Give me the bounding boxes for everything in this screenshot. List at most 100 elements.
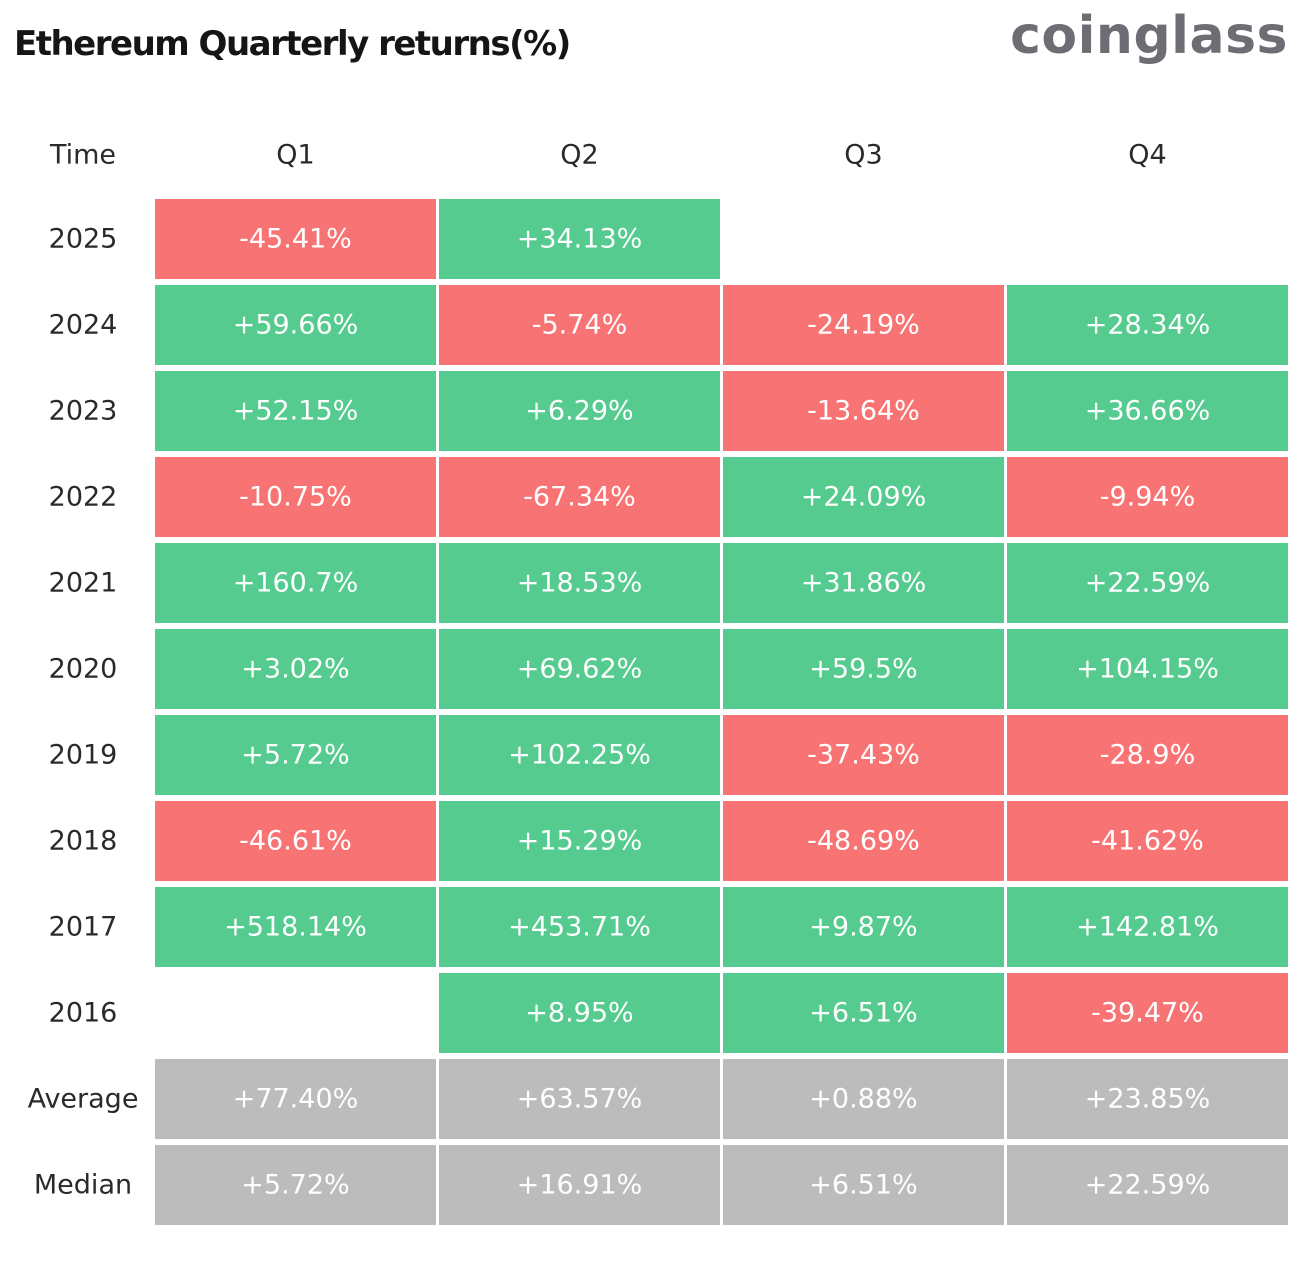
cell-value-2021-q3: +31.86% [801, 568, 927, 599]
cell-2025-q2 [439, 199, 720, 279]
cell-value-2017-q4: +142.81% [1076, 912, 1219, 943]
row-label-2025: 2025 [49, 224, 118, 255]
row-label-2022: 2022 [49, 482, 118, 513]
row-label-2023: 2023 [49, 396, 118, 427]
row-label-2019: 2019 [49, 740, 118, 771]
row-label-average: Average [28, 1084, 139, 1115]
cell-value-2024-q1: +59.66% [233, 310, 359, 341]
row-label-2020: 2020 [49, 654, 118, 685]
cell-2022-q1 [155, 457, 436, 537]
cell-average-q4 [1007, 1059, 1288, 1139]
cell-value-2019-q1: +5.72% [241, 740, 349, 771]
cell-median-q1 [155, 1145, 436, 1225]
cell-2018-q3 [723, 801, 1004, 881]
cell-2024-q4 [1007, 285, 1288, 365]
column-header-q1: Q1 [276, 140, 314, 171]
cell-2017-q4 [1007, 887, 1288, 967]
cell-2018-q2 [439, 801, 720, 881]
cell-2023-q2 [439, 371, 720, 451]
cell-2022-q4 [1007, 457, 1288, 537]
header-time-label: Time [49, 140, 116, 171]
cell-2025-q1 [155, 199, 436, 279]
cell-2017-q1 [155, 887, 436, 967]
cell-2017-q2 [439, 887, 720, 967]
cell-value-2016-q4: -39.47% [1091, 998, 1204, 1029]
cell-average-q3 [723, 1059, 1004, 1139]
cell-value-average-q4: +23.85% [1085, 1084, 1211, 1115]
cell-value-2024-q3: -24.19% [807, 310, 920, 341]
cell-average-q2 [439, 1059, 720, 1139]
column-header-q2: Q2 [560, 140, 598, 171]
cell-2016-q2 [439, 973, 720, 1053]
cell-value-average-q2: +63.57% [517, 1084, 643, 1115]
cell-2021-q2 [439, 543, 720, 623]
cell-value-2021-q4: +22.59% [1085, 568, 1211, 599]
cell-value-2018-q2: +15.29% [517, 826, 643, 857]
brand-logo: coinglass [1010, 6, 1288, 66]
cell-value-2023-q2: +6.29% [525, 396, 633, 427]
chart-title: Ethereum Quarterly returns(%) [14, 24, 571, 64]
cell-value-2024-q4: +28.34% [1085, 310, 1211, 341]
cell-median-q3 [723, 1145, 1004, 1225]
cell-value-2016-q3: +6.51% [809, 998, 917, 1029]
cell-value-2020-q4: +104.15% [1076, 654, 1219, 685]
cell-value-2023-q3: -13.64% [807, 396, 920, 427]
cell-value-2018-q4: -41.62% [1091, 826, 1204, 857]
row-label-2021: 2021 [49, 568, 118, 599]
cell-2017-q3 [723, 887, 1004, 967]
cell-2024-q2 [439, 285, 720, 365]
cell-value-2020-q3: +59.5% [809, 654, 917, 685]
cell-2016-q4 [1007, 973, 1288, 1053]
cell-2021-q4 [1007, 543, 1288, 623]
cell-value-2025-q1: -45.41% [239, 224, 352, 255]
cell-2019-q3 [723, 715, 1004, 795]
cell-2018-q4 [1007, 801, 1288, 881]
cell-value-2018-q1: -46.61% [239, 826, 352, 857]
cell-2023-q1 [155, 371, 436, 451]
cell-2020-q4 [1007, 629, 1288, 709]
cell-value-2019-q2: +102.25% [508, 740, 651, 771]
cell-value-2022-q3: +24.09% [801, 482, 927, 513]
cell-2020-q1 [155, 629, 436, 709]
cell-value-2019-q3: -37.43% [807, 740, 920, 771]
cell-value-2023-q4: +36.66% [1085, 396, 1211, 427]
cell-value-2017-q1: +518.14% [224, 912, 367, 943]
row-label-2018: 2018 [49, 826, 118, 857]
cell-2022-q2 [439, 457, 720, 537]
row-label-2017: 2017 [49, 912, 118, 943]
cell-value-2024-q2: -5.74% [532, 310, 628, 341]
cell-value-2022-q2: -67.34% [523, 482, 636, 513]
cell-2023-q4 [1007, 371, 1288, 451]
cell-2022-q3 [723, 457, 1004, 537]
cell-value-2022-q1: -10.75% [239, 482, 352, 513]
cell-value-median-q1: +5.72% [241, 1170, 349, 1201]
row-label-2024: 2024 [49, 310, 118, 341]
row-label-2016: 2016 [49, 998, 118, 1029]
cell-2024-q1 [155, 285, 436, 365]
cell-value-median-q4: +22.59% [1085, 1170, 1211, 1201]
cell-value-2025-q2: +34.13% [517, 224, 643, 255]
cell-2020-q2 [439, 629, 720, 709]
cell-value-2017-q3: +9.87% [809, 912, 917, 943]
column-header-q4: Q4 [1128, 140, 1166, 171]
cell-2021-q1 [155, 543, 436, 623]
cell-average-q1 [155, 1059, 436, 1139]
cell-median-q2 [439, 1145, 720, 1225]
cell-2023-q3 [723, 371, 1004, 451]
cell-value-2018-q3: -48.69% [807, 826, 920, 857]
cell-value-2021-q1: +160.7% [233, 568, 359, 599]
cell-value-2023-q1: +52.15% [233, 396, 359, 427]
cell-value-average-q1: +77.40% [233, 1084, 359, 1115]
cell-value-2017-q2: +453.71% [508, 912, 651, 943]
cell-value-2016-q2: +8.95% [525, 998, 633, 1029]
cell-value-median-q2: +16.91% [517, 1170, 643, 1201]
cell-2020-q3 [723, 629, 1004, 709]
cell-2019-q1 [155, 715, 436, 795]
cell-value-2020-q2: +69.62% [517, 654, 643, 685]
cell-median-q4 [1007, 1145, 1288, 1225]
cell-value-2020-q1: +3.02% [241, 654, 349, 685]
cell-2024-q3 [723, 285, 1004, 365]
cell-value-2021-q2: +18.53% [517, 568, 643, 599]
cell-2021-q3 [723, 543, 1004, 623]
